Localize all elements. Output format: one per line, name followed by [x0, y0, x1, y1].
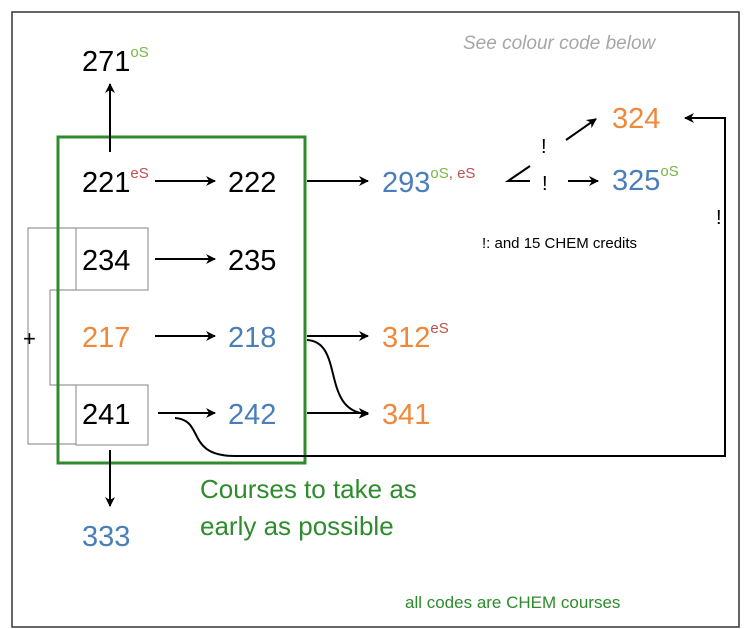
- course-tag: eS: [130, 165, 148, 182]
- course-node: 312eS: [382, 320, 449, 354]
- course-node: 235: [228, 245, 276, 277]
- arrows: [105, 83, 726, 507]
- course-code: 217: [82, 322, 130, 354]
- course-code: 234: [82, 245, 130, 277]
- course-code: 293: [382, 167, 430, 199]
- course-node: 341: [382, 399, 430, 431]
- course-tag: , eS: [449, 165, 476, 182]
- course-node: 271oS: [82, 44, 149, 78]
- course-code: 235: [228, 245, 276, 277]
- course-node: 221eS: [82, 165, 149, 199]
- course-tag: oS: [430, 165, 448, 182]
- bang: !: [716, 207, 722, 229]
- course-node: 234: [82, 245, 130, 277]
- course-tag: oS: [660, 163, 678, 180]
- course-node: 242: [228, 399, 276, 431]
- course-code: 242: [228, 399, 276, 431]
- footer: all codes are CHEM courses: [405, 593, 620, 612]
- course-code: 218: [228, 322, 276, 354]
- course-code: 221: [82, 167, 130, 199]
- course-node: 217: [82, 322, 130, 354]
- course-tag: oS: [130, 44, 148, 61]
- early-box: [56, 135, 307, 465]
- course-node: 324: [612, 103, 660, 135]
- course-code: 324: [612, 103, 660, 135]
- plus: +: [23, 326, 36, 351]
- course-code: 241: [82, 399, 130, 431]
- course-node: 333: [82, 521, 130, 553]
- bang: !: [541, 136, 547, 158]
- node-box: [75, 227, 149, 291]
- bracket: [27, 227, 76, 445]
- course-tag: eS: [430, 320, 448, 337]
- bang: !: [542, 173, 548, 195]
- course-code: 341: [382, 399, 430, 431]
- frame: [11, 11, 740, 628]
- course-code: 271: [82, 46, 130, 78]
- bracket: [49, 289, 76, 386]
- course-code: 333: [82, 521, 130, 553]
- course-code: 222: [228, 167, 276, 199]
- course-node: 325oS: [612, 163, 679, 197]
- course-node: 241: [82, 399, 130, 431]
- course-code: 312: [382, 322, 430, 354]
- course-code: 325: [612, 165, 660, 197]
- box-label: early as possible: [200, 511, 394, 541]
- course-node: 293oS, eS: [382, 165, 475, 199]
- node-box: [75, 384, 149, 446]
- course-node: 218: [228, 322, 276, 354]
- course-node: 222: [228, 167, 276, 199]
- condition: !: and 15 CHEM credits: [482, 235, 637, 252]
- box-label: Courses to take as: [200, 474, 417, 504]
- note: See colour code below: [463, 33, 657, 54]
